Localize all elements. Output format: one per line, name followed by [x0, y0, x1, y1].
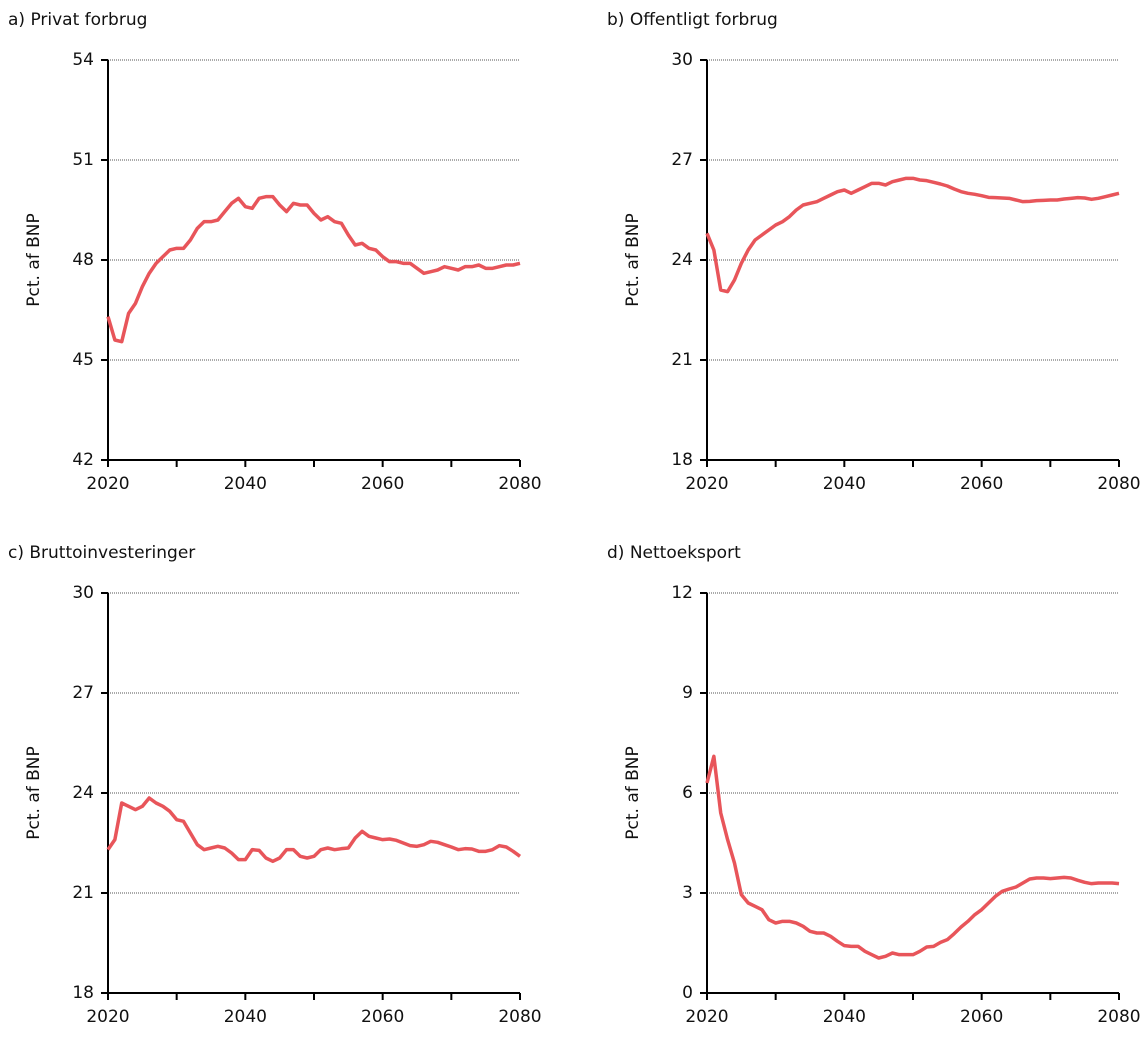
- y-axis-label: Pct. af BNP: [623, 213, 643, 307]
- y-tick-label: 3: [682, 883, 693, 903]
- x-tick-label: 2060: [960, 474, 1003, 494]
- y-axis-label: Pct. af BNP: [24, 213, 44, 307]
- panel-title: c) Bruttoinvesteringer: [8, 543, 195, 563]
- y-tick-label: 45: [72, 350, 94, 370]
- y-tick-label: 6: [682, 783, 693, 803]
- x-tick-label: 2020: [86, 1007, 129, 1027]
- x-tick-label: 2040: [823, 474, 866, 494]
- x-tick-label: 2080: [1097, 1007, 1140, 1027]
- panel-title: b) Offentligt forbrug: [607, 10, 778, 30]
- x-tick-label: 2080: [498, 1007, 541, 1027]
- y-tick-label: 0: [682, 983, 693, 1003]
- data-line: [705, 754, 1120, 960]
- y-tick-label: 18: [72, 983, 94, 1003]
- x-tick-label: 2080: [1097, 474, 1140, 494]
- y-tick-label: 54: [72, 50, 94, 70]
- x-tick-label: 2020: [86, 474, 129, 494]
- y-axis-label: Pct. af BNP: [623, 746, 643, 840]
- x-tick-label: 2040: [224, 1007, 267, 1027]
- y-tick-label: 48: [72, 250, 94, 270]
- y-tick-label: 18: [671, 450, 693, 470]
- y-tick-label: 12: [671, 583, 693, 603]
- y-tick-label: 51: [72, 150, 94, 170]
- x-tick-label: 2040: [823, 1007, 866, 1027]
- y-tick-label: 21: [671, 350, 693, 370]
- x-tick-label: 2020: [685, 1007, 728, 1027]
- y-tick-label: 27: [671, 150, 693, 170]
- y-tick-label: 21: [72, 883, 94, 903]
- y-tick-label: 9: [682, 683, 693, 703]
- panel-title: d) Nettoeksport: [607, 543, 741, 563]
- x-tick-label: 2060: [361, 474, 404, 494]
- data-line: [106, 194, 521, 344]
- x-tick-label: 2020: [685, 474, 728, 494]
- x-tick-label: 2040: [224, 474, 267, 494]
- y-tick-label: 30: [671, 50, 693, 70]
- y-tick-label: 24: [72, 783, 94, 803]
- panel-title: a) Privat forbrug: [8, 10, 147, 30]
- y-tick-label: 27: [72, 683, 94, 703]
- x-tick-label: 2060: [361, 1007, 404, 1027]
- data-line: [106, 796, 522, 864]
- x-tick-label: 2080: [498, 474, 541, 494]
- y-tick-label: 42: [72, 450, 94, 470]
- y-axis-label: Pct. af BNP: [24, 746, 44, 840]
- x-tick-label: 2060: [960, 1007, 1003, 1027]
- y-tick-label: 30: [72, 583, 94, 603]
- data-line: [705, 176, 1120, 294]
- y-tick-label: 24: [671, 250, 693, 270]
